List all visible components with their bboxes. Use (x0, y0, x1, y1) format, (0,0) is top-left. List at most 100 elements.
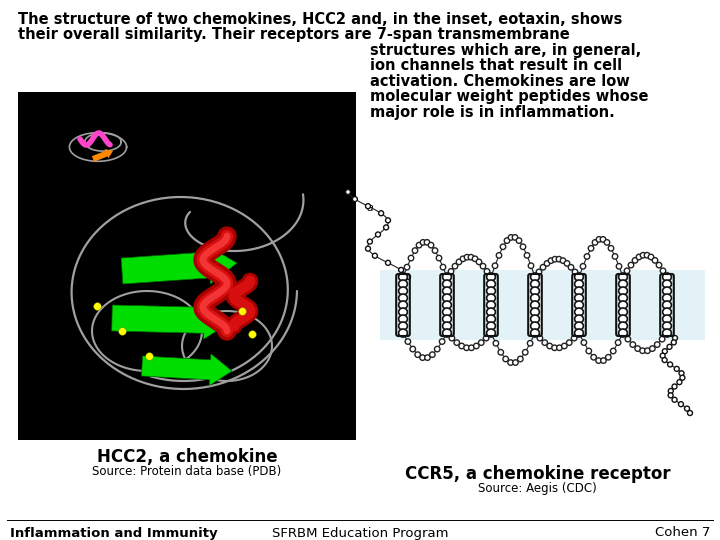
Ellipse shape (576, 330, 582, 336)
Text: molecular weight peptides whose: molecular weight peptides whose (370, 90, 649, 105)
Ellipse shape (618, 308, 627, 316)
Ellipse shape (479, 340, 484, 346)
Ellipse shape (674, 366, 679, 372)
Ellipse shape (608, 246, 613, 251)
Ellipse shape (400, 330, 406, 336)
Ellipse shape (532, 274, 538, 280)
Ellipse shape (476, 259, 482, 265)
Ellipse shape (568, 265, 574, 270)
Ellipse shape (443, 329, 451, 337)
Ellipse shape (618, 294, 627, 302)
Ellipse shape (408, 255, 414, 261)
Ellipse shape (671, 340, 676, 345)
Ellipse shape (636, 254, 642, 260)
Ellipse shape (685, 406, 690, 411)
Ellipse shape (346, 190, 351, 194)
Ellipse shape (416, 242, 422, 248)
Ellipse shape (487, 301, 495, 309)
Ellipse shape (464, 345, 469, 350)
Ellipse shape (425, 355, 430, 360)
Ellipse shape (430, 352, 435, 357)
Ellipse shape (443, 315, 451, 323)
Ellipse shape (456, 259, 462, 265)
Ellipse shape (618, 329, 627, 337)
Ellipse shape (399, 273, 408, 281)
Ellipse shape (677, 380, 682, 384)
Ellipse shape (640, 253, 646, 258)
Ellipse shape (620, 274, 626, 280)
Ellipse shape (547, 343, 552, 349)
Ellipse shape (524, 253, 530, 258)
Ellipse shape (537, 335, 543, 341)
Ellipse shape (679, 371, 684, 376)
Ellipse shape (630, 342, 636, 347)
Ellipse shape (665, 274, 670, 280)
Ellipse shape (644, 253, 649, 258)
Ellipse shape (487, 308, 495, 316)
FancyArrow shape (112, 301, 232, 339)
Ellipse shape (624, 268, 630, 274)
Ellipse shape (654, 342, 660, 347)
Ellipse shape (660, 268, 666, 274)
Ellipse shape (668, 388, 673, 394)
Ellipse shape (544, 261, 550, 266)
Ellipse shape (366, 204, 371, 208)
Ellipse shape (399, 267, 404, 272)
Text: a: a (367, 203, 374, 213)
Ellipse shape (572, 335, 577, 341)
Ellipse shape (660, 353, 665, 358)
FancyArrow shape (121, 246, 237, 284)
Ellipse shape (428, 242, 433, 248)
Ellipse shape (557, 345, 562, 350)
Text: Source: Protein data base (PDB): Source: Protein data base (PDB) (92, 465, 282, 478)
Ellipse shape (575, 329, 583, 337)
Text: Source: Aegis (CDC): Source: Aegis (CDC) (478, 482, 597, 495)
Ellipse shape (531, 322, 539, 330)
Ellipse shape (498, 349, 503, 355)
Text: major role is in inflammation.: major role is in inflammation. (370, 105, 615, 120)
Ellipse shape (399, 280, 408, 288)
Ellipse shape (372, 253, 377, 258)
Ellipse shape (580, 264, 586, 269)
Ellipse shape (575, 301, 583, 309)
Ellipse shape (665, 330, 670, 336)
Ellipse shape (443, 301, 451, 309)
Ellipse shape (625, 336, 631, 342)
Ellipse shape (434, 346, 440, 352)
Ellipse shape (405, 339, 410, 345)
Ellipse shape (488, 330, 494, 336)
Text: The structure of two chemokines, HCC2 and, in the inset, eotaxin, shows: The structure of two chemokines, HCC2 an… (18, 12, 622, 27)
Ellipse shape (405, 274, 410, 280)
Ellipse shape (531, 280, 539, 288)
Ellipse shape (620, 330, 626, 336)
Ellipse shape (531, 294, 539, 302)
Ellipse shape (379, 211, 384, 216)
Ellipse shape (612, 254, 618, 259)
Ellipse shape (564, 261, 570, 266)
Ellipse shape (575, 294, 583, 302)
Ellipse shape (620, 274, 626, 280)
Ellipse shape (496, 253, 502, 258)
Ellipse shape (581, 340, 587, 345)
Ellipse shape (523, 349, 528, 355)
Ellipse shape (399, 329, 408, 337)
Ellipse shape (575, 322, 583, 330)
Ellipse shape (487, 280, 495, 288)
Ellipse shape (399, 308, 408, 316)
Ellipse shape (600, 237, 606, 242)
Text: Cohen 7: Cohen 7 (654, 526, 710, 539)
Ellipse shape (474, 343, 479, 349)
Ellipse shape (399, 322, 408, 330)
Ellipse shape (629, 262, 634, 268)
Ellipse shape (492, 263, 498, 268)
Ellipse shape (575, 273, 583, 281)
Ellipse shape (668, 393, 673, 398)
Ellipse shape (632, 258, 638, 263)
Ellipse shape (468, 254, 474, 260)
Text: SFRBM Education Program: SFRBM Education Program (271, 526, 449, 539)
Ellipse shape (531, 301, 539, 309)
Ellipse shape (552, 256, 558, 262)
Text: HCC2, a chemokine: HCC2, a chemokine (96, 448, 277, 466)
Ellipse shape (616, 340, 621, 345)
Ellipse shape (618, 280, 627, 288)
